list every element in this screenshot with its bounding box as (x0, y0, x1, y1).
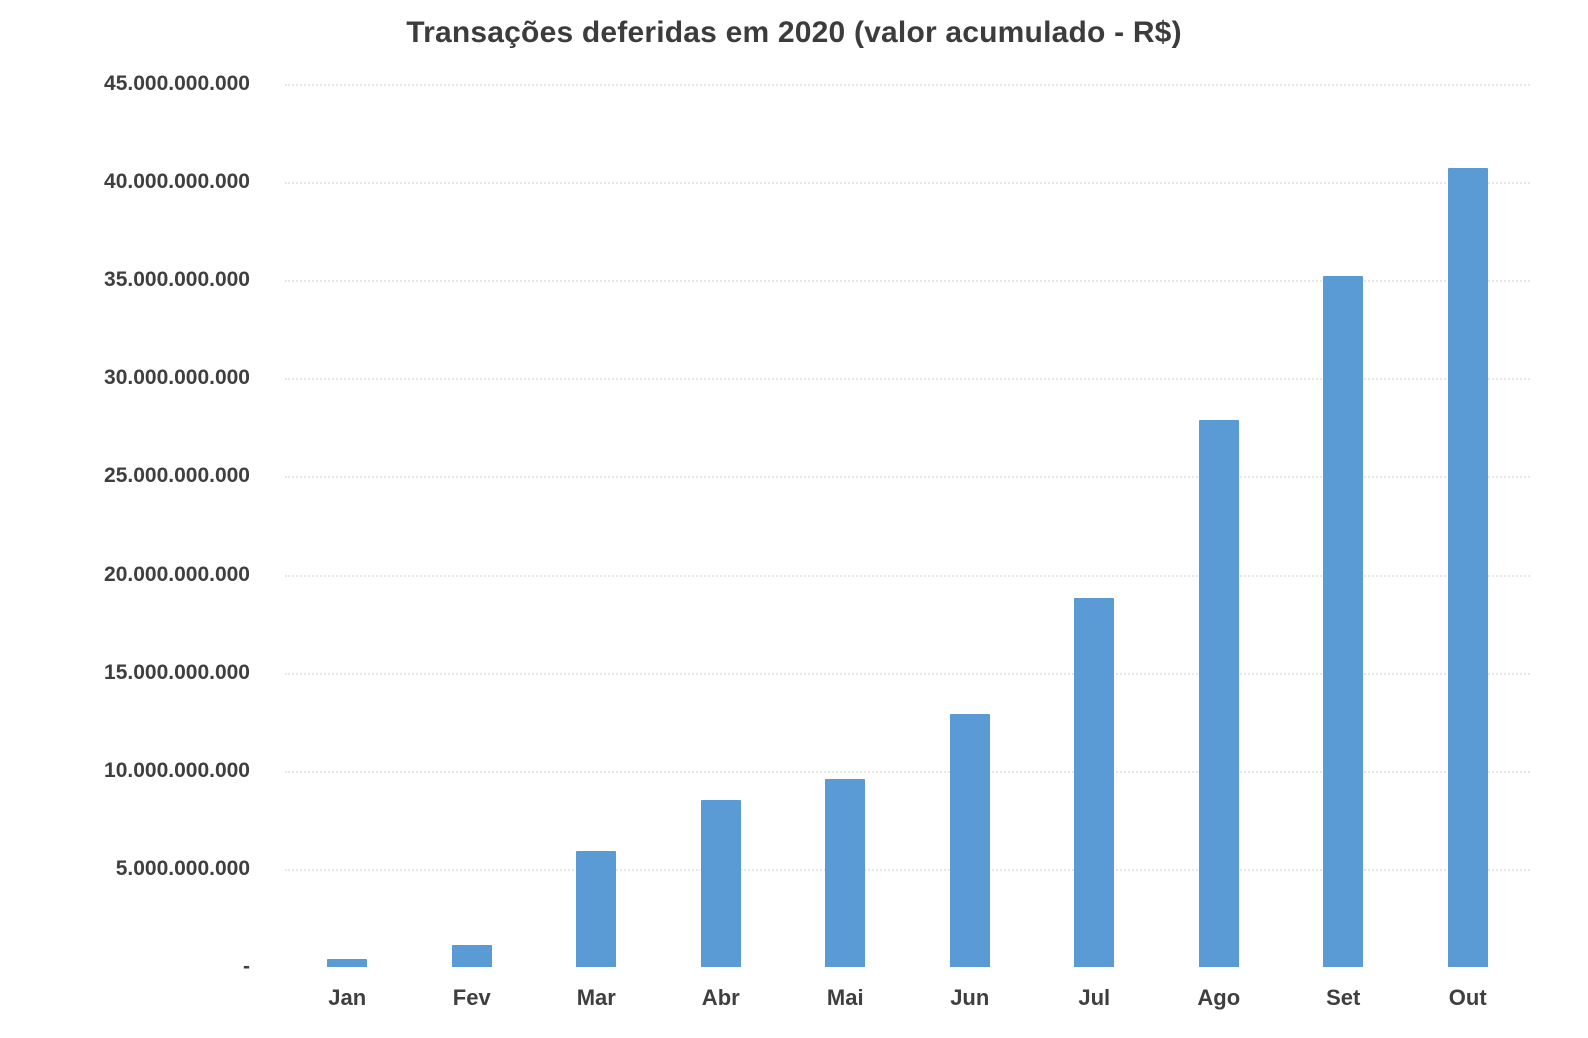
gridline (285, 770, 1530, 773)
y-axis-tick-label: 20.000.000.000 (104, 562, 250, 586)
y-axis-tick-label: 25.000.000.000 (104, 464, 250, 488)
y-axis-tick-label: 15.000.000.000 (104, 660, 250, 684)
bar-jul (1074, 598, 1115, 967)
x-axis-label: Set (1326, 985, 1361, 1010)
x-axis-label: Fev (452, 985, 491, 1010)
y-axis-tick-label: 5.000.000.000 (115, 856, 250, 880)
y-axis-tick-label: 35.000.000.000 (104, 268, 250, 292)
x-axis-label: Ago (1197, 985, 1241, 1010)
bar-ago (1198, 419, 1239, 967)
x-axis-label: Jan (328, 985, 367, 1010)
bar-out (1447, 168, 1488, 967)
gridline (285, 280, 1530, 283)
y-axis-tick-label: 45.000.000.000 (104, 72, 250, 95)
x-axis-label: Abr (701, 985, 740, 1010)
gridline (285, 476, 1530, 479)
x-axis-label: Mai (826, 985, 864, 1010)
gridline (285, 84, 1530, 86)
x-axis-label: Out (1448, 985, 1487, 1010)
bar-jun (949, 713, 990, 967)
bar-set (1323, 276, 1364, 967)
x-axis-label: Mar (576, 985, 616, 1010)
y-axis-tick-label: - (243, 955, 250, 978)
gridline (285, 672, 1530, 675)
x-axis-label: Jun (950, 985, 990, 1010)
bar-mai (825, 778, 866, 967)
bar-jan (327, 959, 368, 967)
bar-fev (451, 945, 492, 967)
gridline (285, 378, 1530, 381)
y-axis-tick-label: 30.000.000.000 (104, 366, 250, 390)
y-axis-tick-label: 40.000.000.000 (104, 170, 250, 194)
y-axis-tick-label: 10.000.000.000 (104, 758, 250, 782)
gridline (285, 868, 1530, 871)
gridline (285, 182, 1530, 185)
x-axis-label: Jul (1078, 985, 1111, 1010)
bar-abr (700, 800, 741, 967)
bar-mar (576, 851, 617, 967)
chart-title: Transações deferidas em 2020 (valor acum… (406, 16, 1182, 49)
gridline (285, 574, 1530, 577)
